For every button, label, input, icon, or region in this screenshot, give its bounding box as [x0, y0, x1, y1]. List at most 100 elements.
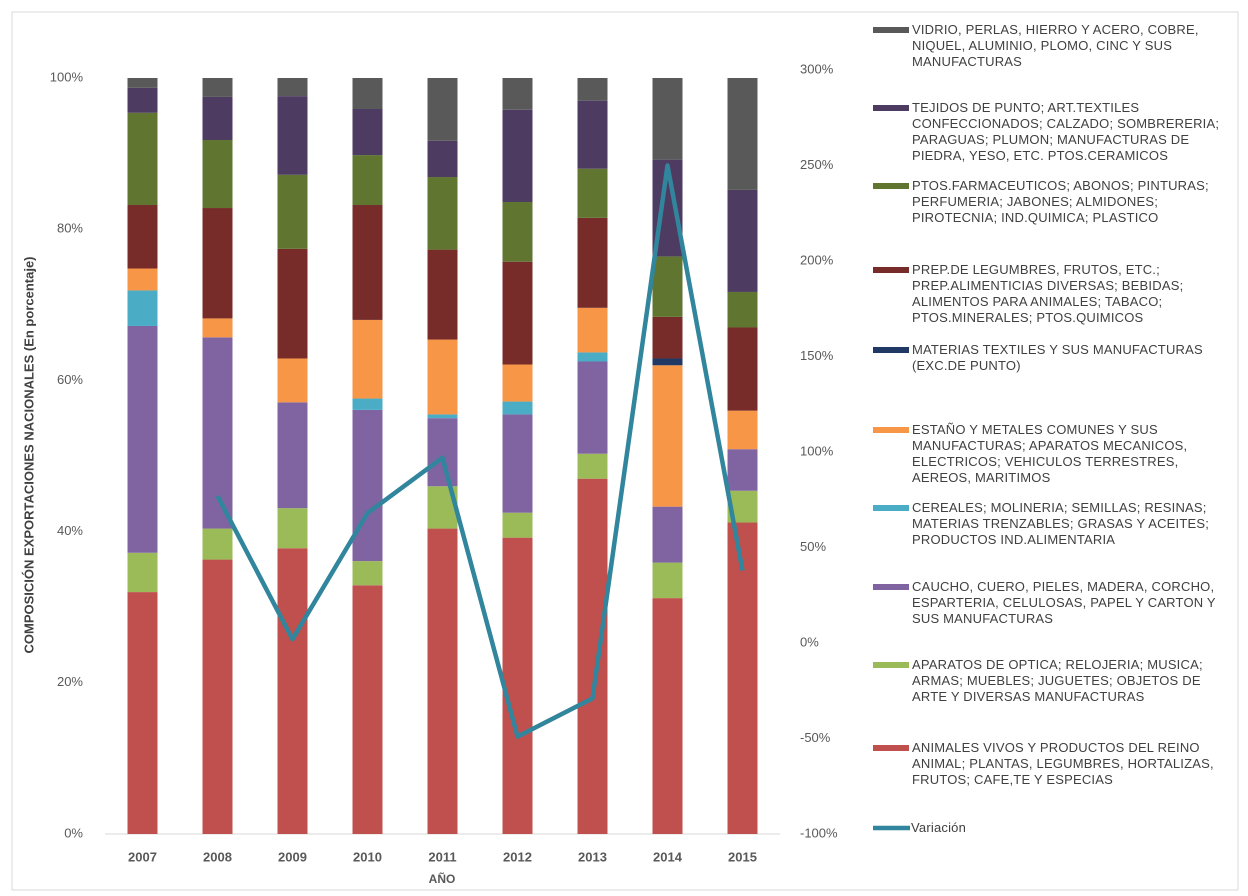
bar-segment [127, 205, 158, 269]
bar-segment [277, 548, 308, 834]
bar-segment [352, 155, 383, 206]
y2-tick-label: 200% [800, 252, 834, 267]
legend-label: PTOS.FARMACEUTICOS; ABONOS; PINTURAS; PE… [912, 178, 1209, 225]
y-tick-label: 20% [57, 674, 83, 689]
y2-tick-label: 50% [800, 539, 826, 554]
legend-swatch [873, 505, 909, 511]
y2-tick-label: 300% [800, 61, 834, 76]
bar-segment [427, 78, 458, 141]
bar-segment [127, 112, 158, 206]
legend-swatch [873, 662, 909, 668]
x-tick-label: 2008 [203, 849, 232, 864]
y2-tick-label: 0% [800, 634, 819, 649]
bar-segment [427, 418, 458, 487]
bar-segment [502, 78, 533, 110]
bar-segment [352, 108, 383, 156]
bar-segment [652, 316, 683, 359]
bar-segment [127, 290, 158, 326]
legend-swatch [873, 267, 909, 273]
x-tick-label: 2011 [428, 849, 456, 864]
bar-segment [502, 261, 533, 365]
y2-tick-label: -100% [800, 825, 838, 840]
legend-swatch [873, 27, 909, 33]
bar-segment [577, 352, 608, 362]
legend-swatch [873, 347, 909, 353]
bar-segment [277, 248, 308, 359]
bar-segment [502, 401, 533, 415]
bar-segment [502, 364, 533, 402]
bar-segment [352, 205, 383, 320]
legend-label: ANIMALES VIVOS Y PRODUCTOS DEL REINO ANI… [912, 740, 1214, 787]
y2-tick-label: 100% [800, 443, 834, 458]
y2-tick-label: 250% [800, 157, 834, 172]
bar-segment [727, 410, 758, 450]
bar-segment [352, 398, 383, 410]
legend-label: ESTAÑO Y METALES COMUNES Y SUS MANUFACTU… [912, 422, 1188, 485]
legend-swatch [873, 584, 909, 590]
x-tick-label: 2012 [503, 849, 532, 864]
bar-segment [127, 552, 158, 593]
bar-segment [652, 78, 683, 160]
y2-tick-label: 150% [800, 348, 834, 363]
y-tick-label: 0% [64, 825, 83, 840]
bar-segment [577, 453, 608, 479]
bar-segment [577, 100, 608, 169]
legend-label: CEREALES; MOLINERIA; SEMILLAS; RESINAS; … [912, 500, 1210, 547]
bar-segment [202, 208, 233, 319]
legend-label: MATERIAS TEXTILES Y SUS MANUFACTURAS (EX… [912, 342, 1203, 373]
bar-segment [277, 358, 308, 403]
bar-segment [502, 201, 533, 262]
bar-segment [427, 339, 458, 415]
bar-segment [577, 78, 608, 101]
bar-segment [277, 508, 308, 549]
bar-segment [652, 358, 683, 366]
bar-segment [727, 291, 758, 328]
bar-segment [127, 268, 158, 291]
legend-swatch [873, 427, 909, 433]
line-series [215, 163, 745, 739]
bar-segment [127, 87, 158, 113]
bar-segment [352, 409, 383, 562]
legend-label: TEJIDOS DE PUNTO; ART.TEXTILES CONFECCIO… [912, 100, 1220, 163]
bar-segment [577, 168, 608, 218]
y-tick-label: 40% [57, 523, 83, 538]
bar-segment [577, 217, 608, 308]
bar-segment [727, 449, 758, 491]
bar-segment [127, 592, 158, 834]
bar-segment [652, 506, 683, 563]
bar-segment [502, 537, 533, 834]
bar-segment [502, 414, 533, 513]
bar-segment [352, 585, 383, 834]
bar-segment [352, 78, 383, 109]
legend-swatch [873, 183, 909, 189]
bar-segment [277, 402, 308, 509]
bar-segment [502, 109, 533, 202]
bar-segment [202, 78, 233, 97]
x-tick-label: 2013 [578, 849, 607, 864]
y-tick-label: 60% [57, 372, 83, 387]
bar-segment [427, 528, 458, 834]
bar-segment [202, 559, 233, 834]
x-tick-label: 2007 [128, 849, 157, 864]
legend-swatch [873, 745, 909, 751]
x-tick-label: 2010 [353, 849, 382, 864]
legend-label: Variación [911, 820, 967, 835]
x-tick-label: 2015 [728, 849, 757, 864]
y-tick-label: 80% [57, 221, 83, 236]
bar-segment [352, 319, 383, 399]
bar-segment [577, 361, 608, 454]
legend-label: APARATOS DE OPTICA; RELOJERIA; MUSICA; A… [912, 657, 1203, 704]
bar-segment [277, 96, 308, 175]
bar-segment [652, 256, 683, 317]
x-axis-title: AÑO [429, 871, 456, 886]
bar-segment [427, 140, 458, 178]
bar-segment [202, 318, 233, 338]
bar-segment [127, 78, 158, 88]
x-tick-label: 2009 [278, 849, 307, 864]
legend-label: PREP.DE LEGUMBRES, FRUTOS, ETC.; PREP.AL… [912, 262, 1184, 325]
bar-segment [277, 78, 308, 97]
bar-segment [727, 327, 758, 411]
y2-tick-label: -50% [800, 730, 831, 745]
